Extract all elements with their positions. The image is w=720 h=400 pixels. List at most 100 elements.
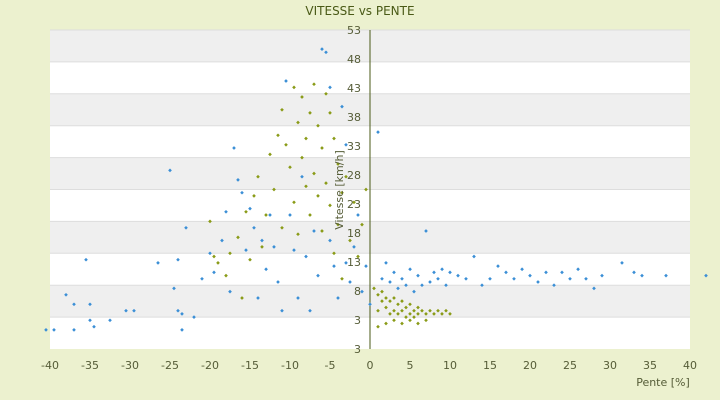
olive-point (308, 213, 312, 217)
blue-point (440, 267, 444, 272)
blue-point (488, 276, 492, 281)
olive-point (328, 203, 332, 208)
y-tick-label: 18 (347, 227, 361, 240)
olive-point (328, 111, 332, 115)
y-tick-label: 48 (347, 53, 361, 66)
blue-point (592, 286, 596, 291)
blue-point (420, 283, 424, 288)
y-tick-label: 28 (347, 169, 361, 182)
olive-point (212, 254, 216, 259)
x-tick-label: 10 (443, 359, 457, 372)
blue-point (212, 270, 216, 275)
olive-point (276, 133, 280, 138)
blue-point (436, 276, 440, 281)
olive-point (284, 142, 288, 147)
blue-point (92, 324, 96, 329)
blue-point (84, 257, 88, 262)
blue-point (156, 261, 160, 265)
olive-point (412, 315, 416, 319)
blue-point (248, 206, 252, 211)
y-tick-label: 33 (347, 140, 361, 153)
x-tick-label: 25 (563, 359, 577, 372)
blue-point (308, 308, 312, 313)
olive-point (388, 299, 392, 303)
olive-point (384, 321, 388, 326)
olive-point (400, 321, 404, 326)
olive-point (392, 318, 396, 323)
blue-point (632, 270, 636, 275)
blue-point (512, 276, 516, 281)
blue-point (220, 238, 224, 243)
blue-point (444, 283, 448, 288)
blue-point (396, 286, 400, 291)
olive-point (304, 136, 308, 141)
blue-point (364, 264, 368, 268)
olive-point (404, 315, 408, 319)
olive-point (380, 299, 384, 303)
blue-point (240, 190, 244, 195)
blue-point (336, 296, 340, 300)
blue-point (664, 273, 668, 278)
olive-point (316, 194, 320, 198)
blue-point (464, 276, 468, 281)
blue-point (344, 142, 348, 147)
y-tick-label: 23 (347, 198, 361, 211)
blue-point (316, 273, 320, 278)
olive-point (320, 229, 324, 233)
blue-point (168, 168, 172, 173)
olive-point (296, 120, 300, 125)
blue-point (292, 248, 296, 252)
blue-point (296, 296, 300, 300)
blue-point (428, 280, 432, 284)
blue-point (208, 251, 212, 256)
blue-point (432, 270, 436, 275)
olive-point (272, 187, 276, 192)
x-tick-label: -10 (281, 359, 299, 372)
blue-point (496, 264, 500, 268)
blue-point (600, 273, 604, 278)
olive-point (376, 324, 380, 329)
olive-point (372, 286, 376, 291)
x-tick-label: 5 (407, 359, 414, 372)
olive-point (300, 155, 304, 160)
olive-point (364, 187, 368, 192)
x-tick-label: -30 (121, 359, 139, 372)
blue-point (384, 261, 388, 265)
olive-point (248, 257, 252, 262)
olive-point (236, 235, 240, 240)
blue-point (224, 209, 228, 214)
blue-point (172, 286, 176, 291)
blue-point (640, 273, 644, 278)
blue-point (456, 273, 460, 278)
blue-point (200, 276, 204, 281)
blue-point (404, 283, 408, 288)
olive-point (384, 305, 388, 310)
olive-point (292, 200, 296, 205)
olive-point (340, 276, 344, 281)
blue-point (620, 261, 624, 265)
olive-point (280, 225, 284, 230)
olive-point (208, 219, 212, 224)
blue-point (400, 276, 404, 281)
olive-point (408, 302, 412, 307)
olive-point (388, 312, 392, 316)
olive-point (312, 171, 316, 176)
blue-point (228, 289, 232, 294)
blue-point (560, 270, 564, 275)
olive-point (224, 273, 228, 278)
x-tick-label: 35 (643, 359, 657, 372)
y-tick-label: 3 (354, 343, 361, 356)
blue-point (184, 225, 188, 230)
olive-point (396, 302, 400, 307)
olive-point (320, 146, 324, 150)
y-tick-label: 53 (347, 24, 361, 37)
olive-point (308, 111, 312, 115)
olive-point (428, 308, 432, 313)
blue-point (180, 312, 184, 316)
blue-point (552, 283, 556, 288)
blue-point (304, 254, 308, 259)
olive-point (420, 308, 424, 313)
x-tick-label: -25 (161, 359, 179, 372)
blue-point (472, 254, 476, 259)
x-axis-label: Pente [%] (636, 376, 690, 389)
